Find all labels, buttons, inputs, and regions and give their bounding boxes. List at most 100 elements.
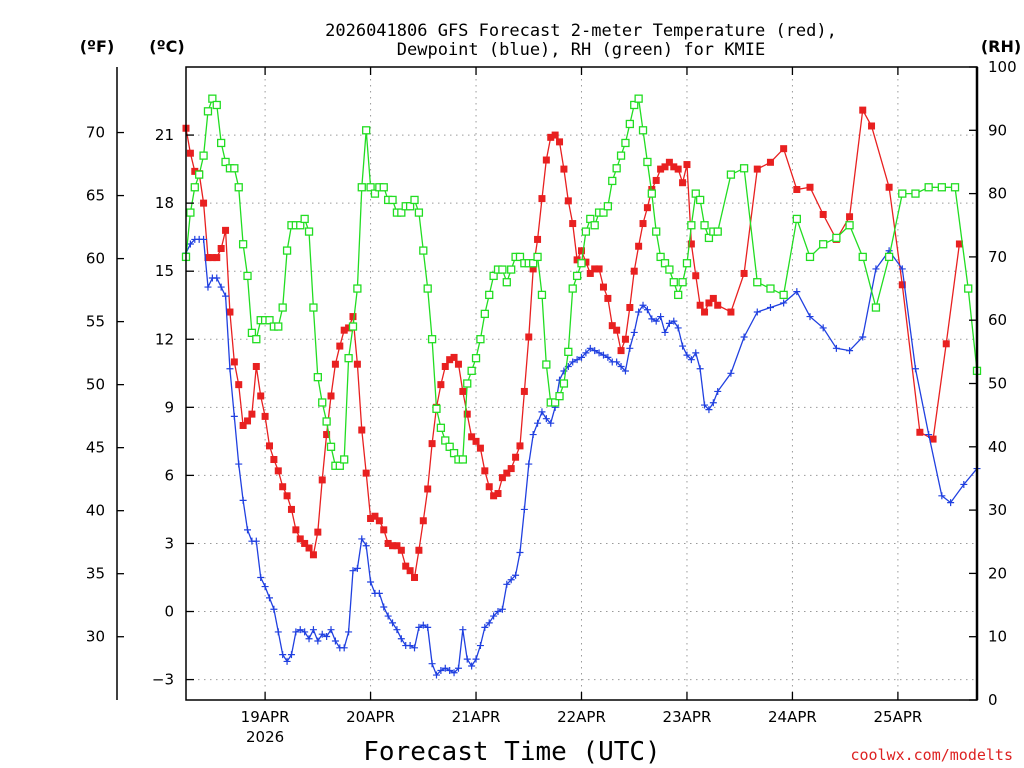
temperature-point [705,299,713,307]
temperature-point [608,322,616,330]
dewpoint-point [516,549,524,557]
rh-point [221,157,230,167]
rh-point [647,189,656,198]
dewpoint-point [397,635,405,643]
temperature-point [367,514,375,522]
rh-point [625,119,634,129]
dewpoint-point [186,240,194,248]
x-tick-label: 22APR [557,708,606,726]
celsius-tick-label: 15 [155,262,174,280]
rh-point [669,278,678,287]
rh-tick-label: 80 [988,185,1007,203]
rh-point [449,448,459,458]
rh-point [366,183,375,192]
dewpoint-point [635,308,643,316]
temperature-point [661,163,669,171]
dewpoint-point [573,356,581,364]
dewpoint-point [525,460,533,468]
x-tick-label: 23APR [663,708,712,726]
temperature-point [652,176,660,184]
temperature-point [714,301,722,309]
rh-point [700,221,709,230]
temperature-point [287,505,295,513]
dewpoint-point [375,589,383,597]
dewpoint-point [498,605,506,613]
rh-tick-label: 100 [988,58,1017,76]
temperature-point [274,467,282,475]
temperature-point [898,281,906,289]
dewpoint-point [226,365,234,373]
dewpoint-point [705,406,713,414]
dewpoint-point [305,635,313,643]
temperature-point [538,195,546,203]
rh-point [274,322,283,331]
dewpoint-point [613,358,621,366]
dewpoint-point [586,344,594,352]
rh-point [964,284,973,293]
rh-line [185,96,978,467]
temperature-point [472,437,480,445]
celsius-tick-label: 18 [155,194,174,212]
rh-point [282,246,292,255]
rh-point [691,189,700,198]
temperature-point [393,542,401,550]
temperature-point [415,546,423,554]
rh-point [405,202,415,211]
dewpoint-point [314,637,322,645]
celsius-unit-label: (ºC) [149,37,184,56]
rh-point [344,354,353,363]
temperature-point [389,542,397,550]
temperature-point [454,360,462,368]
dewpoint-point [459,626,467,634]
rh-point [832,233,841,243]
dewpoint-point [406,642,414,650]
temperature-point [411,573,419,581]
dewpoint-point [389,619,397,627]
rh-point [577,259,586,268]
rh-point [208,94,217,103]
x-tick-label: 19APR [241,708,290,726]
rh-tick-label: 0 [988,691,998,709]
temperature-point [371,512,379,520]
rh-point [581,227,591,236]
rh-point [432,404,441,413]
temperature-point [885,183,893,191]
temperature-point [331,360,339,368]
temperature-point [446,356,454,364]
dewpoint-point [714,387,722,395]
rh-point [555,392,564,401]
temperature-point [687,240,695,248]
dewpoint-point [213,274,221,282]
rh-point [898,189,907,198]
temperature-point [296,535,304,543]
temperature-point [450,353,458,361]
x-axis-title: Forecast Time (UTC) [363,737,660,767]
fahrenheit-tick-label: 60 [86,250,105,268]
temperature-point [701,308,709,316]
rh-point [230,164,239,173]
dewpoint-point [709,399,717,407]
dewpoint-point [617,362,625,370]
temperature-point [424,485,432,493]
fahrenheit-tick-label: 45 [86,439,105,457]
rh-point [515,252,525,262]
temperature-point [498,474,506,482]
temperature-point [560,165,568,173]
dewpoint-point [643,306,651,314]
temperature-point [529,265,537,273]
rh-point [335,461,344,470]
rh-point [238,240,248,249]
temperature-point [604,294,612,302]
dewpoint-point [257,573,265,581]
rh-point [572,271,582,281]
dewpoint-point [542,415,550,423]
dewpoint-point [683,351,691,359]
fahrenheit-tick-label: 30 [86,628,105,646]
rh-point [322,417,331,426]
rh-point [792,214,801,224]
temperature-point [217,245,225,253]
rh-point [304,227,314,236]
rh-point [805,252,815,262]
dewpoint-point [819,324,827,332]
